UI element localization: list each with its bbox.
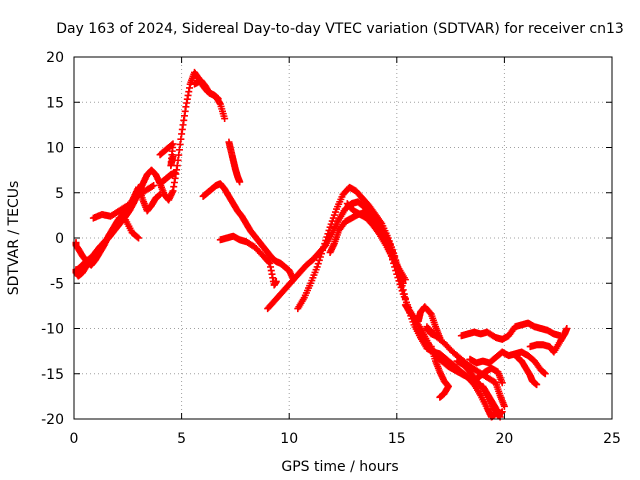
data-point (325, 226, 333, 234)
plot-frame (73, 56, 613, 420)
data-point (171, 169, 179, 177)
y-tick-label: -10 (41, 322, 64, 338)
data-point (169, 153, 177, 161)
x-tick-label: 20 (495, 431, 513, 447)
data-point (400, 290, 408, 298)
data-point (314, 260, 322, 268)
data-point (323, 233, 331, 241)
y-tick-label: -20 (41, 412, 64, 428)
data-point (563, 325, 571, 332)
data-point (498, 379, 506, 387)
data-point (401, 276, 409, 284)
data-point (156, 191, 164, 199)
x-tick-label: 0 (70, 431, 79, 447)
chart-title: Day 163 of 2024, Sidereal Day-to-day VTE… (56, 21, 624, 37)
data-point (316, 253, 324, 261)
data-point (322, 236, 330, 244)
data-point (133, 233, 141, 241)
series-trace-m (326, 209, 407, 287)
grid (74, 57, 612, 419)
x-tick-label: 10 (280, 431, 298, 447)
series-trace-g (191, 77, 222, 103)
data-point (533, 381, 541, 389)
y-tick-label: -5 (50, 276, 64, 292)
series-trace-v (526, 325, 571, 356)
y-tick-label: 20 (46, 50, 64, 66)
data-point (135, 234, 143, 242)
y-axis-label: SDTVAR / TECUs (6, 181, 22, 296)
series-trace-h (225, 138, 244, 186)
series-trace-t (457, 319, 564, 343)
series-trace-e (156, 140, 177, 170)
y-tick-label: 15 (46, 95, 64, 111)
series-trace-u (513, 353, 541, 389)
series-trace-p (427, 343, 452, 401)
x-tick-label: 5 (177, 431, 186, 447)
series-trace-q (423, 323, 508, 410)
data-point (315, 256, 323, 264)
series-trace-l (294, 183, 506, 387)
data-point (321, 240, 329, 248)
data-point (265, 258, 273, 266)
series-trace-w (479, 382, 504, 421)
data-point (319, 246, 327, 254)
data-point (236, 178, 244, 186)
data-point (313, 263, 321, 271)
data-point (317, 250, 325, 258)
data-point (399, 286, 407, 294)
data-point (500, 402, 508, 410)
data-point (214, 95, 222, 103)
data-point (148, 182, 156, 190)
y-tick-label: 10 (46, 141, 64, 157)
data-point (436, 393, 444, 401)
x-tick-label: 15 (388, 431, 406, 447)
series-trace-c (89, 182, 158, 222)
y-tick-label: 0 (55, 231, 64, 247)
data-point (272, 277, 280, 285)
y-tick-label: 5 (55, 186, 64, 202)
data-point (541, 370, 549, 378)
data-series (72, 68, 571, 421)
series-trace-s (466, 348, 549, 378)
data-point (150, 182, 158, 190)
data-point (108, 228, 116, 236)
series-trace-j (216, 232, 280, 289)
data-point (324, 230, 332, 238)
data-point (221, 115, 229, 123)
data-point (401, 294, 409, 302)
axis-ticks: 0 5 10 15 20 25 -20 -15 -10 -5 0 5 10 15 20 (41, 50, 621, 447)
series-trace-i (199, 180, 298, 284)
x-tick-label: 25 (603, 431, 621, 447)
data-point (399, 279, 407, 287)
series-trace-f (158, 169, 179, 186)
series-trace-d (72, 214, 143, 276)
x-axis-label: GPS time / hours (281, 459, 398, 475)
series-trace-n (343, 200, 409, 284)
y-tick-label: -15 (41, 367, 64, 383)
data-point (320, 243, 328, 251)
